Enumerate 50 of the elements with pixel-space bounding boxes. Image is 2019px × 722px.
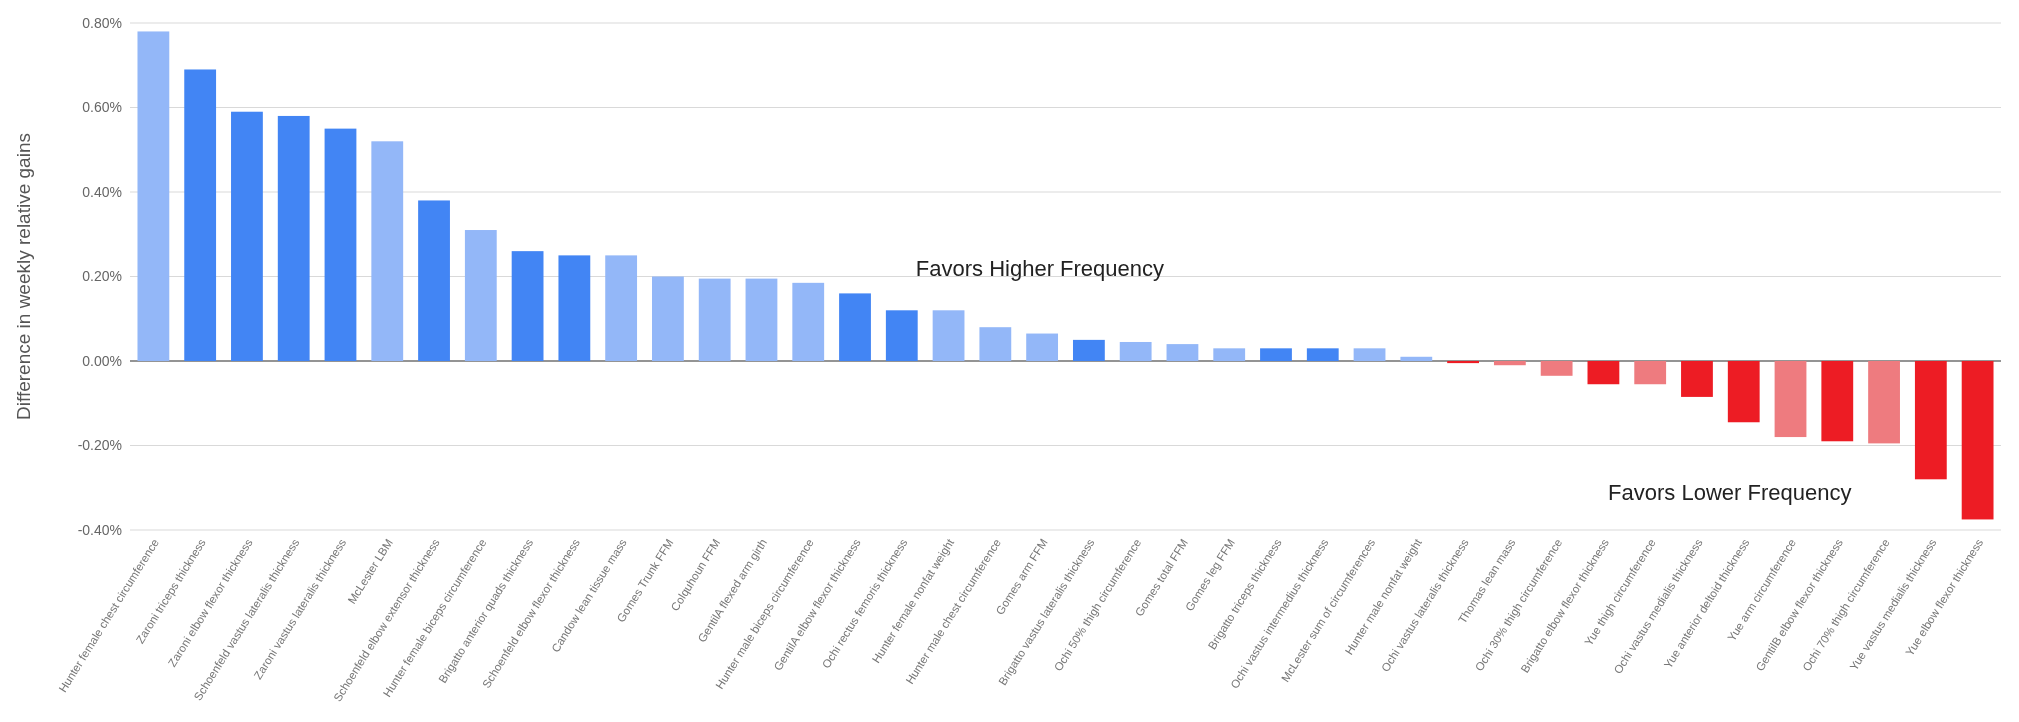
bar (792, 282, 825, 361)
y-tick-label: 0.80% (82, 14, 122, 31)
bar (698, 278, 731, 361)
bar (1634, 361, 1667, 385)
y-tick-label: 0.40% (82, 183, 122, 200)
bar (1213, 348, 1246, 361)
bar (1306, 348, 1339, 361)
bar (745, 278, 778, 361)
bar (1400, 356, 1433, 361)
bar (1821, 361, 1854, 442)
bar (511, 251, 544, 361)
y-tick-label: -0.20% (77, 437, 122, 454)
bar (184, 69, 217, 361)
bar (277, 115, 310, 361)
bar (464, 230, 497, 361)
bar (605, 255, 638, 361)
bar (1026, 333, 1059, 361)
bar (418, 200, 450, 361)
bar (231, 111, 263, 361)
y-tick-label: -0.40% (77, 521, 122, 538)
bar (885, 310, 918, 361)
y-tick-label: 0.20% (82, 268, 122, 285)
bar (1166, 344, 1199, 361)
y-tick-label: 0.00% (82, 352, 122, 369)
bar (652, 276, 684, 361)
bar (1119, 341, 1152, 361)
bar (1353, 348, 1386, 361)
bar (839, 293, 871, 361)
bar (1774, 361, 1807, 438)
bar (1260, 348, 1292, 361)
bar (1961, 361, 1994, 520)
bar (371, 141, 404, 361)
annotation: Favors Lower Frequency (1608, 479, 1852, 505)
bar (558, 255, 591, 361)
bar (1727, 361, 1760, 423)
annotation: Favors Higher Frequency (915, 255, 1165, 281)
bar (1868, 361, 1900, 444)
bar (1681, 361, 1713, 397)
bar (979, 327, 1012, 361)
bar (1493, 361, 1526, 366)
bar (1540, 361, 1573, 376)
bar (932, 310, 965, 361)
bar (1447, 361, 1479, 364)
y-axis-title: Difference in weekly relative gains (13, 133, 34, 420)
bar (1587, 361, 1620, 385)
bar (324, 128, 357, 361)
bar (137, 31, 170, 361)
y-tick-label: 0.60% (82, 99, 122, 116)
bar (1914, 361, 1947, 480)
bar (1072, 339, 1105, 361)
